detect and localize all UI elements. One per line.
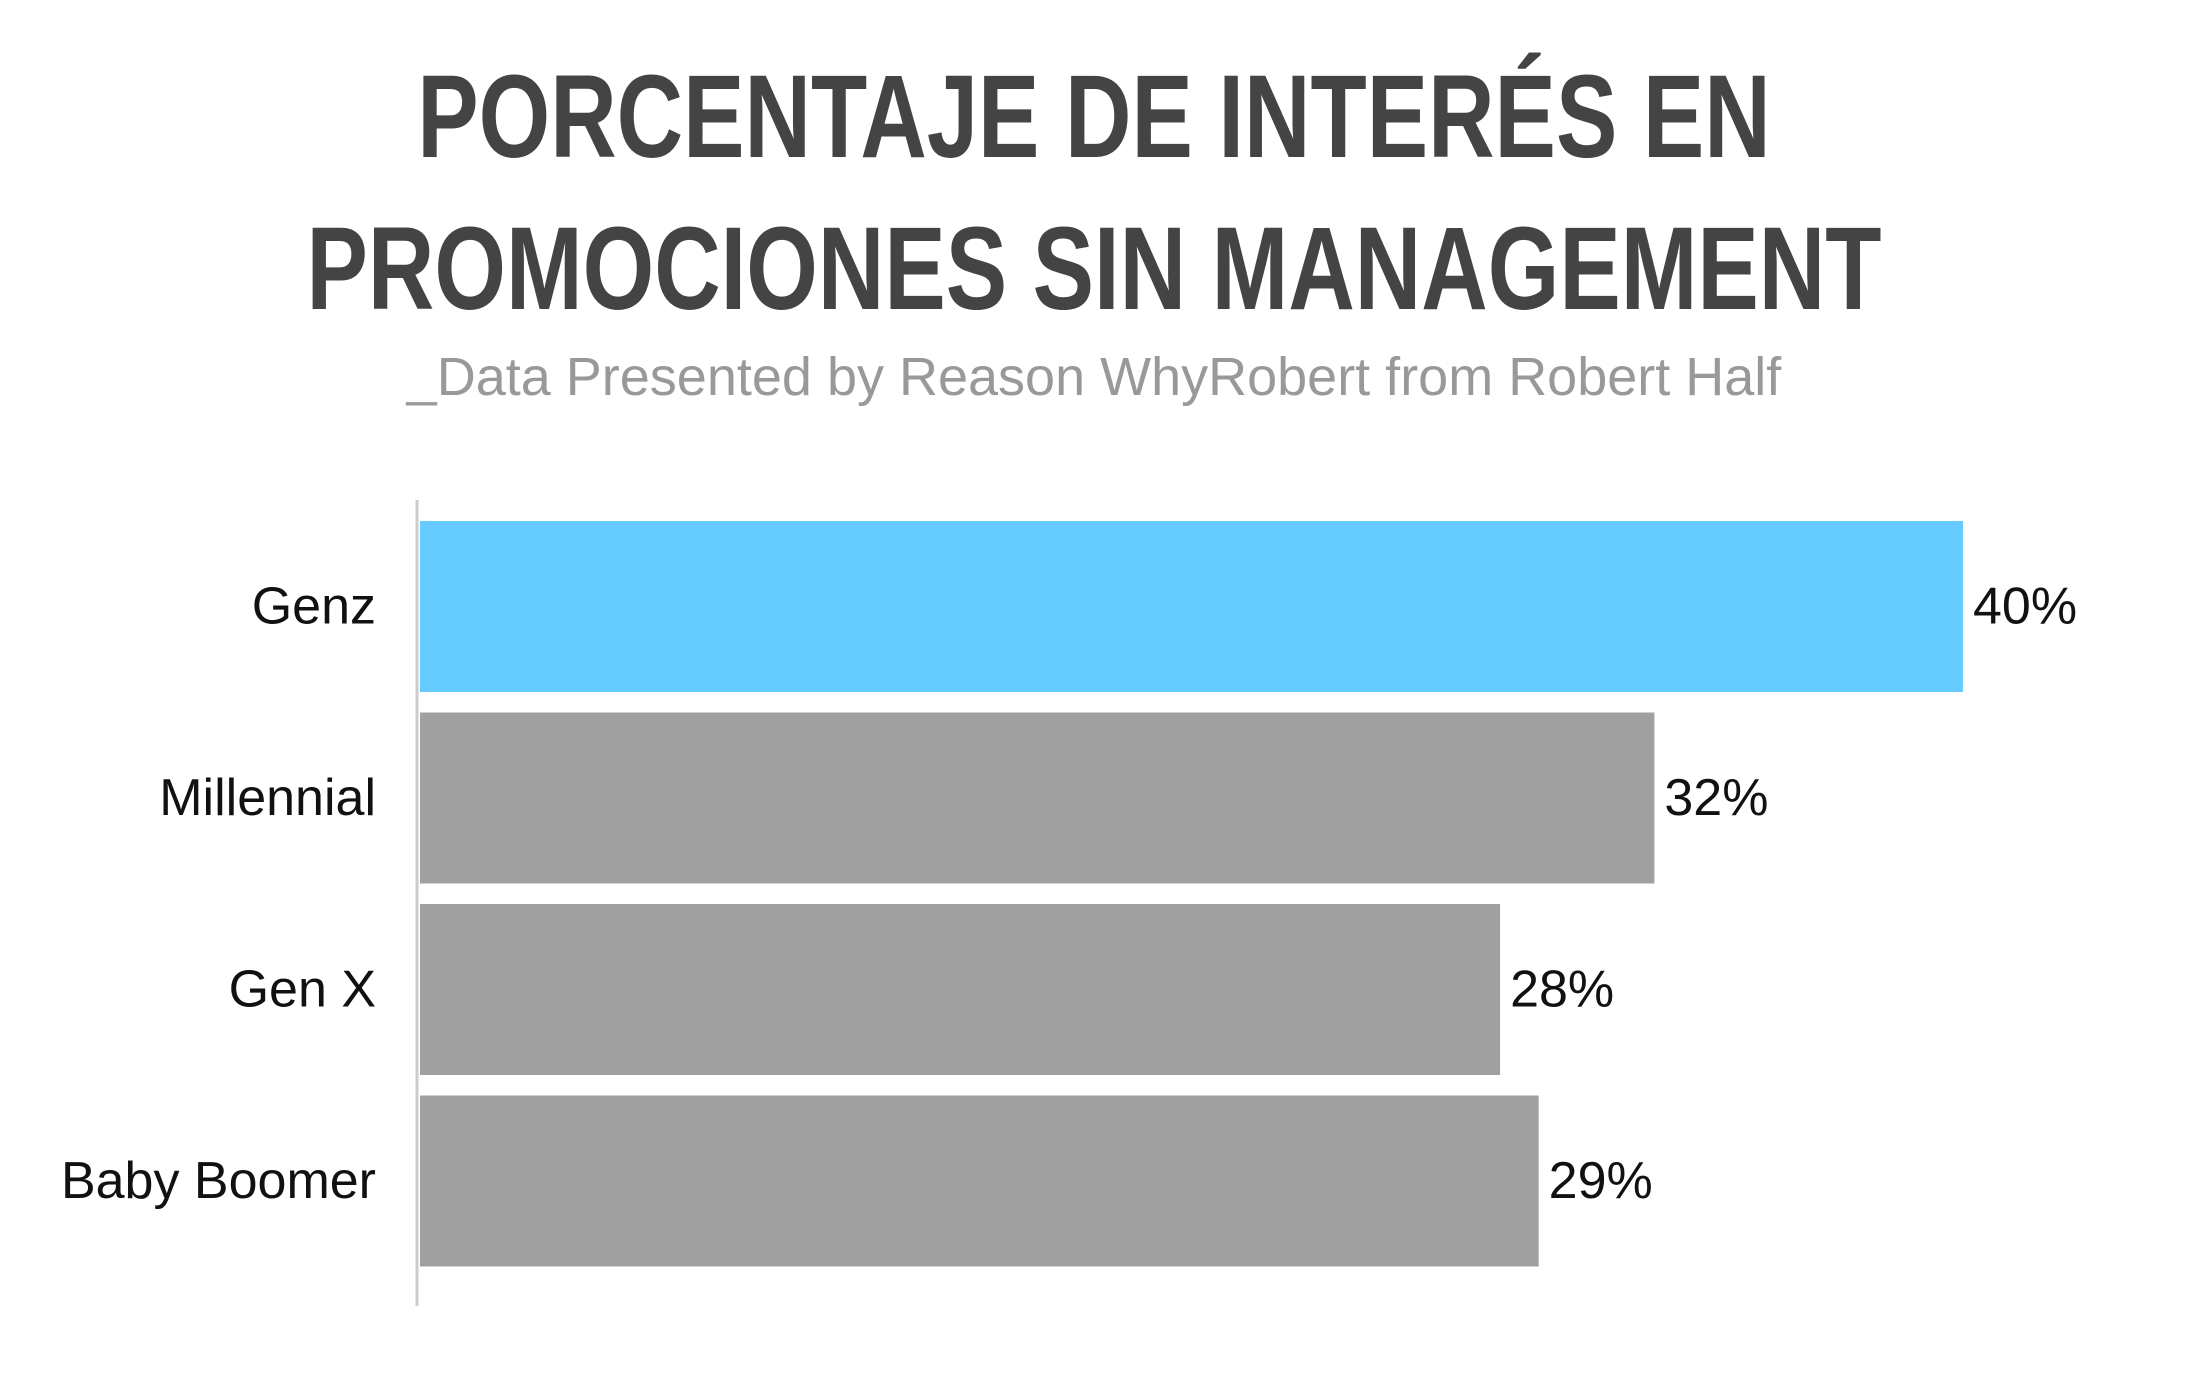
bar-millennial	[420, 712, 1655, 884]
bar-baby-boomer	[420, 1095, 1539, 1267]
value-label: 29%	[1549, 1152, 1653, 1210]
value-label: 32%	[1664, 769, 1768, 827]
chart-subtitle: _Data Presented by Reason WhyRobert from…	[406, 347, 1782, 407]
chart-title-line-2: PROMOCIONES SIN MANAGEMENT	[306, 203, 1882, 335]
category-label: Millennial	[159, 769, 376, 827]
category-label: Baby Boomer	[61, 1152, 376, 1210]
chart-title-line-1: PORCENTAJE DE INTERÉS EN	[417, 51, 1771, 183]
category-label: Gen X	[229, 961, 376, 1019]
category-label: Genz	[252, 578, 376, 636]
value-label: 28%	[1510, 961, 1614, 1019]
value-label: 40%	[1973, 578, 2077, 636]
bar-genz	[420, 521, 1963, 692]
bar-gen-x	[420, 904, 1501, 1075]
